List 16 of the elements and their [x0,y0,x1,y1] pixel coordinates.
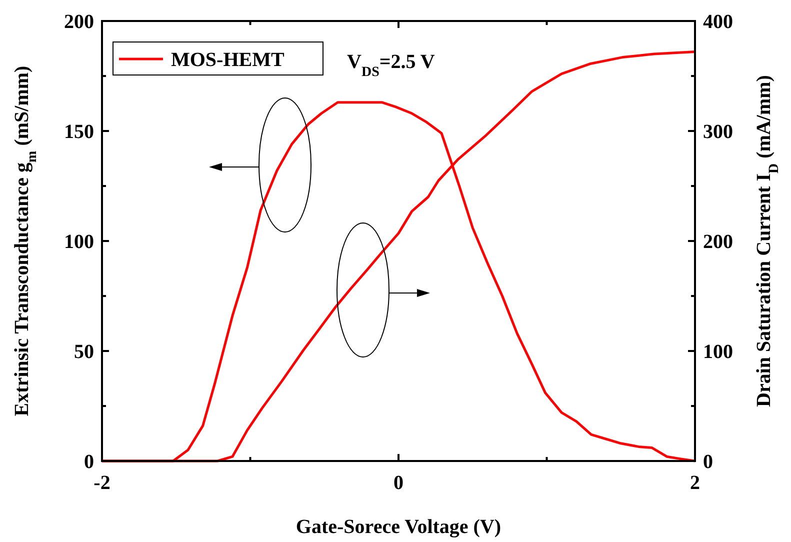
legend-label: MOS-HEMT [171,49,285,71]
y2-tick-label: 400 [703,11,733,33]
x-tick-label: 2 [690,472,700,494]
y-tick-label: 150 [64,121,94,143]
y-tick-label: 200 [64,11,94,33]
y2-tick-label: 100 [703,341,733,363]
annotation: V$_{DS}$=2.5 V [347,51,436,80]
y2-tick-label: 0 [703,451,713,473]
y-tick-label: 50 [74,341,94,363]
x-tick-label: 0 [394,472,404,494]
x-axis-title: Gate-Sorece Voltage (V) [296,516,502,538]
y-tick-label: 0 [84,451,94,473]
y-tick-label: 100 [64,231,94,253]
x-tick-label: -2 [94,472,110,494]
y2-tick-label: 200 [703,231,733,253]
y2-tick-label: 300 [703,121,733,143]
